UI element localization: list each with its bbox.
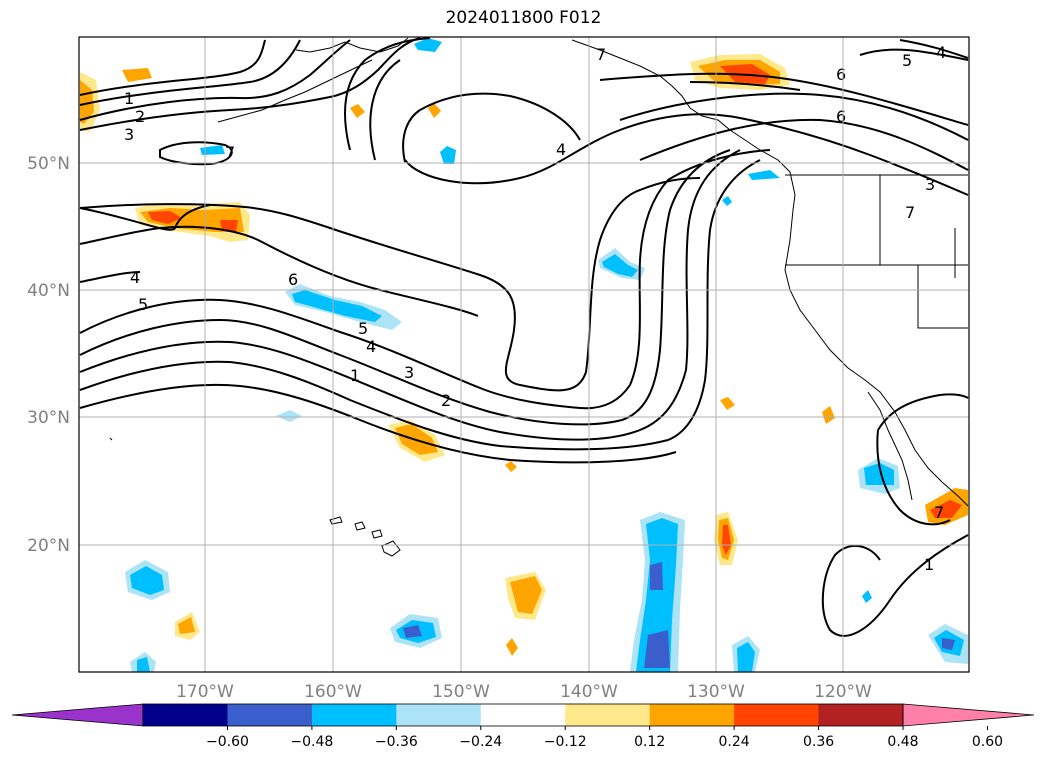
contour-label: 7	[905, 203, 915, 222]
contour-label: 2	[441, 391, 451, 410]
contour-label: 6	[836, 65, 846, 84]
colorbar-segment	[396, 704, 482, 726]
colorbar-segment	[480, 704, 566, 726]
contour-label: 3	[925, 175, 935, 194]
colorbar-tick-label: −0.24	[459, 734, 502, 750]
contour-label: 5	[902, 51, 912, 70]
contour-label: 1	[924, 555, 934, 574]
negative-anomaly-patch	[942, 638, 955, 650]
contour-label: 3	[404, 363, 414, 382]
colorbar-tick-label: −0.12	[544, 734, 587, 750]
negative-anomaly-patch	[403, 625, 422, 638]
positive-anomaly-patch	[930, 500, 962, 518]
colorbar-segment	[227, 704, 313, 726]
colorbar-tick-label: 0.60	[972, 734, 1003, 750]
positive-anomaly-patch	[510, 576, 542, 614]
gridlines	[79, 37, 969, 672]
colorbar-segment	[649, 704, 735, 726]
lon-label: 130°W	[687, 682, 745, 702]
positive-anomaly-patch	[178, 617, 195, 634]
colorbar-tick-label: 0.48	[887, 734, 918, 750]
negative-anomaly-patch	[602, 254, 638, 277]
contour-label: 7	[225, 143, 235, 162]
colorbar-tick-label: −0.60	[206, 734, 249, 750]
negative-anomaly-patch	[440, 146, 456, 164]
colorbar-tick-label: 0.24	[719, 734, 750, 750]
negative-anomaly-patch	[722, 196, 872, 603]
contour-label: 1	[124, 89, 134, 108]
negative-anomaly-patch	[748, 170, 780, 180]
map-title: 2024011800 F012	[445, 8, 602, 28]
colorbar-tick-label: −0.48	[290, 734, 333, 750]
contour-label: 4	[130, 268, 140, 287]
colorbar-segment	[143, 704, 228, 726]
colorbar-tick-label: 0.36	[803, 734, 834, 750]
shaded-anomalies	[80, 38, 968, 672]
lon-label: 120°W	[814, 682, 872, 702]
negative-anomaly-patch	[414, 38, 442, 52]
negative-anomaly-patch	[137, 657, 150, 672]
positive-anomaly-patch	[722, 525, 731, 555]
colorbar-extend-min	[11, 703, 144, 727]
colorbar-tick-label: −0.36	[375, 734, 418, 750]
lon-label: 150°W	[432, 682, 490, 702]
contour-label: 4	[366, 337, 376, 356]
positive-anomaly-patch	[80, 80, 94, 124]
colorbar-segment	[311, 704, 397, 726]
negative-anomaly-patch	[292, 290, 382, 322]
lat-label: 30°N	[27, 408, 70, 428]
positive-anomaly-patch	[148, 211, 238, 232]
negative-anomaly-patch	[864, 463, 894, 485]
contour-label: 7	[934, 503, 944, 522]
contour-label: 6	[288, 270, 298, 289]
positive-anomaly-patch	[350, 103, 835, 656]
contour-label: 4	[556, 140, 566, 159]
contour-label: 5	[358, 319, 368, 338]
contour-label: 5	[138, 295, 148, 314]
negative-anomaly-patch	[737, 642, 755, 672]
colorbar-segment	[818, 704, 904, 726]
lat-label: 50°N	[27, 154, 70, 174]
map-frame	[78, 36, 970, 673]
contour-label: 1	[350, 366, 360, 385]
negative-anomaly-patch	[276, 410, 302, 422]
coastlines	[109, 37, 969, 557]
colorbar-segment	[734, 704, 820, 726]
negative-anomaly-patch	[200, 145, 225, 155]
lon-label: 170°W	[176, 682, 234, 702]
contour-label: 7	[596, 45, 606, 64]
negative-anomaly-patch	[644, 562, 670, 668]
colorbar-outline	[142, 703, 904, 727]
colorbar-extend-max	[902, 703, 1035, 727]
colorbar-segment	[565, 704, 651, 726]
lon-label: 160°W	[304, 682, 362, 702]
lon-label: 140°W	[560, 682, 618, 702]
contour-label-group: 1 2 3 4 5 6 5 4 3 1 2 4 7 6 6 5 4 3 7 7 …	[124, 43, 946, 574]
contour-lines	[79, 37, 969, 637]
colorbar: −0.60 −0.48 −0.36 −0.24 −0.12 0.12 0.24 0.36 0.4…	[11, 703, 1035, 750]
contour-label: 6	[836, 107, 846, 126]
contour-label: 4	[936, 43, 946, 62]
contour-label: 2	[135, 107, 145, 126]
lat-label: 20°N	[27, 536, 70, 556]
lat-label: 40°N	[27, 281, 70, 301]
colorbar-tick-label: 0.12	[634, 734, 665, 750]
positive-anomaly-patch	[122, 68, 152, 82]
contour-label: 3	[124, 125, 134, 144]
negative-anomaly-patch	[130, 566, 164, 595]
